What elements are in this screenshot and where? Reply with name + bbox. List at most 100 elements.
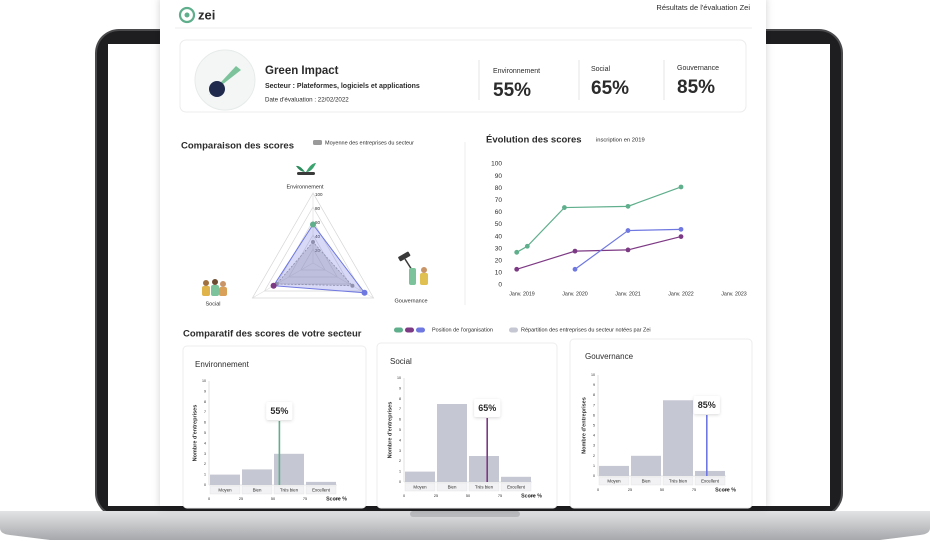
score-label: Gouvernance xyxy=(677,65,719,72)
y-tick-label: 0 xyxy=(498,282,502,289)
category-label: Bien xyxy=(253,487,262,492)
score-point xyxy=(625,228,631,233)
laptop-notch xyxy=(410,511,520,517)
average-point xyxy=(311,240,315,244)
category-box xyxy=(598,476,630,486)
y-tick-label: 5 xyxy=(204,431,206,435)
score-point xyxy=(572,248,578,254)
histogram-bar xyxy=(695,470,725,476)
y-tick-label: 100 xyxy=(491,161,502,168)
category-label: Moyen xyxy=(413,484,427,489)
x-axis-label: Score % xyxy=(326,496,347,502)
y-tick-label: 6 xyxy=(593,413,595,417)
score-value: 55% xyxy=(493,80,531,101)
score-value: 85% xyxy=(677,77,715,98)
y-tick-label: 10 xyxy=(202,379,206,383)
logo-icon-core xyxy=(184,12,190,18)
y-tick-label: 6 xyxy=(204,421,206,425)
x-tick-label: 100 xyxy=(334,497,340,501)
x-axis-label: Score % xyxy=(715,487,736,493)
y-tick-label: 7 xyxy=(204,410,206,414)
histogram-bar xyxy=(274,453,304,485)
organisation-area xyxy=(272,223,366,294)
position-badge xyxy=(266,402,293,420)
y-tick-label: 70 xyxy=(495,197,503,204)
y-tick-label: 6 xyxy=(399,418,401,422)
score-point xyxy=(625,247,631,253)
chart-title: Comparaison des scores xyxy=(181,141,294,152)
panel-title: Environnement xyxy=(195,360,250,369)
category-box xyxy=(241,485,273,495)
logo-icon xyxy=(178,6,196,24)
radar-axis-label: Gouvernance xyxy=(394,298,427,304)
category-label: Moyen xyxy=(607,478,621,483)
people-illustration xyxy=(202,279,227,296)
y-tick-label: 4 xyxy=(204,441,206,445)
y-tick-label: 2 xyxy=(593,454,595,458)
y-tick-label: 40 xyxy=(495,233,503,240)
category-box xyxy=(273,485,305,495)
panel xyxy=(182,345,367,509)
x-tick-label: Janv. 2021 xyxy=(615,291,641,297)
score-point xyxy=(514,249,520,255)
y-tick-label: 0 xyxy=(204,483,206,487)
x-tick-label: 25 xyxy=(239,497,243,501)
x-tick-label: 50 xyxy=(660,488,664,492)
x-tick-label: Janv. 2022 xyxy=(668,291,694,297)
section-title: Comparatif des scores de votre secteur xyxy=(183,329,362,340)
gavel-illustration xyxy=(398,251,428,285)
y-tick-label: 0 xyxy=(593,474,595,478)
y-tick-label: 9 xyxy=(399,386,401,390)
y-tick-label: 0 xyxy=(399,480,401,484)
category-box xyxy=(630,476,662,486)
x-tick-label: 25 xyxy=(628,488,632,492)
legend-label: Moyenne des entreprises du secteur xyxy=(325,140,414,146)
category-box xyxy=(209,485,241,495)
position-label: 55% xyxy=(270,406,288,416)
report-title: Résultats de l'évaluation Zei xyxy=(656,3,750,12)
radar-tick-label: 100 xyxy=(315,192,323,197)
histogram-bar xyxy=(437,404,467,482)
organisation-point xyxy=(270,282,277,289)
position-badge xyxy=(474,399,501,417)
radar-grid xyxy=(251,192,375,299)
category-box xyxy=(404,482,436,492)
radar-spoke xyxy=(252,262,314,299)
category-label: Excellent xyxy=(507,484,526,489)
score-label: Social xyxy=(591,66,611,73)
category-box xyxy=(500,482,532,492)
x-tick-label: Janv. 2023 xyxy=(721,291,747,297)
y-tick-label: 3 xyxy=(399,449,401,453)
y-tick-label: 8 xyxy=(593,393,595,397)
category-box xyxy=(305,485,337,495)
average-area xyxy=(275,241,354,287)
x-tick-label: 25 xyxy=(434,494,438,498)
category-label: Excellent xyxy=(312,487,331,492)
histogram-bar xyxy=(405,471,435,482)
laptop-base xyxy=(0,511,930,540)
position-badge xyxy=(693,396,720,414)
category-label: Bien xyxy=(642,478,651,483)
y-tick-label: 5 xyxy=(593,423,595,427)
company-sector: Secteur : Plateformes, logiciels et appl… xyxy=(265,83,420,90)
x-axis-label: Score % xyxy=(521,493,542,499)
x-tick-label: 75 xyxy=(303,497,307,501)
y-tick-label: 1 xyxy=(593,464,595,468)
legend-swatch xyxy=(416,327,425,333)
score-point xyxy=(562,205,567,210)
logo-text: zei xyxy=(198,7,215,22)
radar-tick-label: 20 xyxy=(315,248,321,253)
company-card xyxy=(179,39,747,113)
category-label: Très bien xyxy=(475,484,494,489)
x-tick-label: 75 xyxy=(498,494,502,498)
legend-swatch xyxy=(394,327,403,333)
x-tick-label: 75 xyxy=(692,488,696,492)
y-tick-label: 4 xyxy=(399,438,401,442)
category-box xyxy=(694,476,726,486)
y-tick-label: 30 xyxy=(495,245,503,252)
panel-title: Social xyxy=(390,357,412,366)
y-tick-label: 2 xyxy=(399,459,401,463)
legend-swatch xyxy=(509,327,518,333)
radar-tick-label: 60 xyxy=(315,220,321,225)
